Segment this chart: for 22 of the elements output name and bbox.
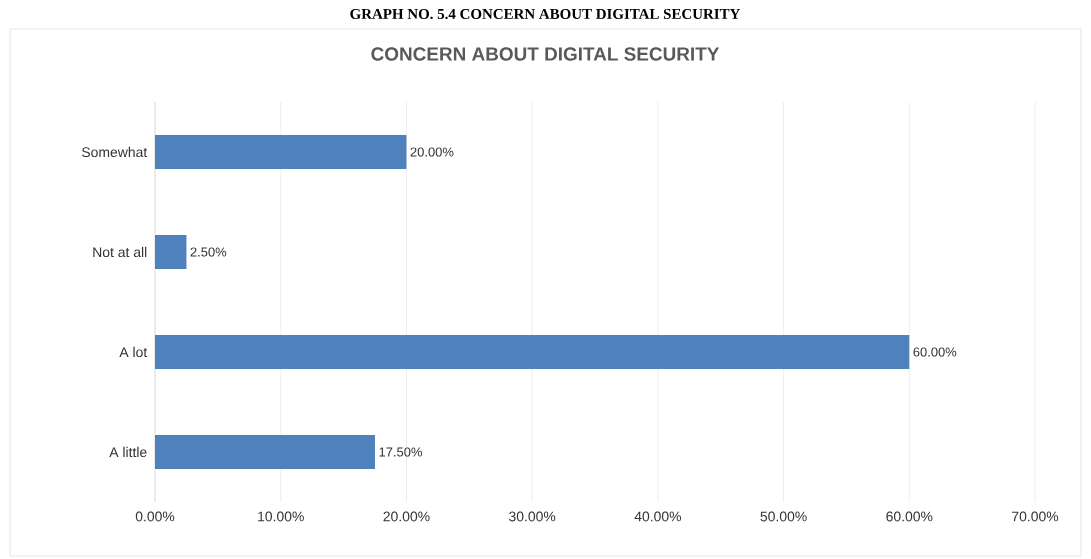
y-tick-label: Somewhat (81, 146, 148, 158)
data-label: 17.50% (379, 447, 422, 457)
data-label: 60.00% (913, 347, 957, 357)
data-label: 2.50% (190, 247, 227, 257)
y-tick-label: A lot (119, 346, 148, 358)
x-tick-label: 10.00% (258, 511, 304, 522)
x-tick-label: 20.00% (383, 511, 430, 522)
x-tick-label: 60.00% (886, 511, 933, 522)
data-label: 20.00% (410, 147, 454, 157)
bar (155, 334, 910, 369)
x-tick-label: 0.00% (135, 511, 175, 522)
x-tick-label: 30.00% (509, 511, 556, 522)
bar (155, 134, 407, 169)
x-tick-label: 70.00% (1012, 511, 1059, 522)
y-tick-label: Not at all (93, 246, 147, 258)
bar (155, 434, 376, 469)
x-tick-label: 50.00% (760, 511, 807, 522)
chart-title: CONCERN ABOUT DIGITAL SECURITY (371, 47, 720, 61)
x-tick-label: 40.00% (634, 511, 682, 522)
y-tick-label: A little (109, 446, 147, 458)
bar (155, 234, 187, 269)
text: GRAPH NO. 5.4 CONCERN ABOUT DIGITAL SECURITY (350, 8, 741, 20)
